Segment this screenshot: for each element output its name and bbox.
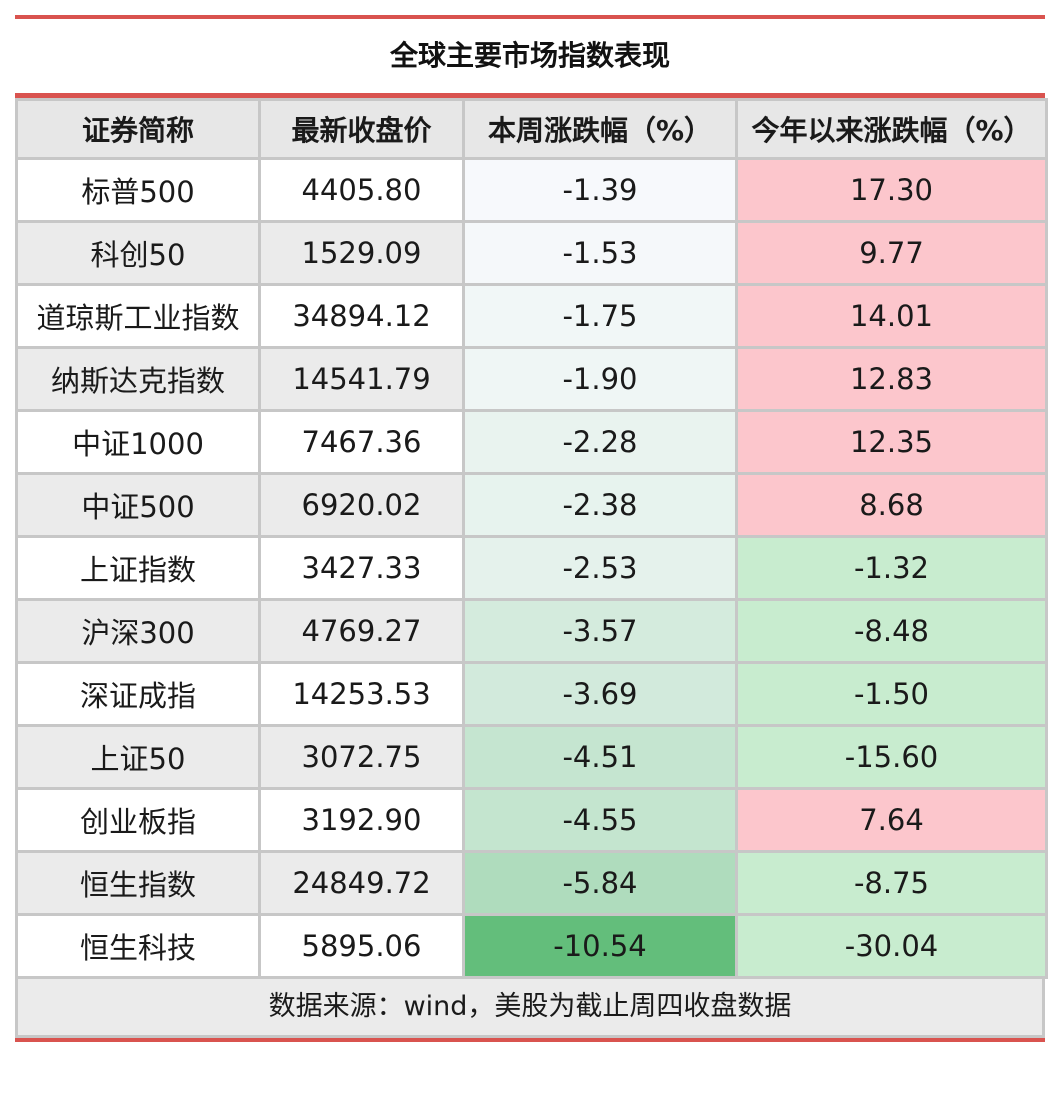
close-price-cell: 34894.12	[258, 283, 465, 349]
ytd-change-cell: 12.35	[735, 409, 1048, 475]
close-price-cell: 14541.79	[258, 346, 465, 412]
ytd-change-cell: 14.01	[735, 283, 1048, 349]
security-name-cell: 纳斯达克指数	[15, 346, 261, 412]
table-row: 中证1000 7467.36 -2.28 12.35	[15, 409, 1048, 475]
security-name-cell: 沪深300	[15, 598, 261, 664]
week-change-cell: -3.57	[462, 598, 738, 664]
source-note: 数据来源：wind，美股为截止周四收盘数据	[15, 979, 1045, 1038]
security-name-cell: 恒生科技	[15, 913, 261, 979]
table-row: 标普500 4405.80 -1.39 17.30	[15, 157, 1048, 223]
security-name-cell: 道琼斯工业指数	[15, 283, 261, 349]
security-name-cell: 中证500	[15, 472, 261, 538]
close-price-cell: 7467.36	[258, 409, 465, 475]
close-price-cell: 4769.27	[258, 598, 465, 664]
week-change-cell: -1.75	[462, 283, 738, 349]
security-name-cell: 创业板指	[15, 787, 261, 853]
close-price-cell: 5895.06	[258, 913, 465, 979]
table-row: 科创50 1529.09 -1.53 9.77	[15, 220, 1048, 286]
week-change-cell: -4.55	[462, 787, 738, 853]
table-row: 深证成指 14253.53 -3.69 -1.50	[15, 661, 1048, 727]
security-name-cell: 恒生指数	[15, 850, 261, 916]
top-accent-rule	[15, 15, 1045, 19]
index-table: 证券简称 最新收盘价 本周涨跌幅（%） 今年以来涨跌幅（%） 标普500 4405…	[15, 98, 1048, 979]
week-change-cell: -1.53	[462, 220, 738, 286]
title-accent-rule	[15, 93, 1045, 98]
security-name-cell: 深证成指	[15, 661, 261, 727]
table-row: 中证500 6920.02 -2.38 8.68	[15, 472, 1048, 538]
table-title: 全球主要市场指数表现	[389, 39, 670, 72]
close-price-cell: 24849.72	[258, 850, 465, 916]
ytd-change-cell: 17.30	[735, 157, 1048, 223]
ytd-change-cell: -1.32	[735, 535, 1048, 601]
ytd-change-cell: -15.60	[735, 724, 1048, 790]
security-name-cell: 标普500	[15, 157, 261, 223]
week-change-cell: -5.84	[462, 850, 738, 916]
close-price-cell: 3427.33	[258, 535, 465, 601]
week-change-cell: -2.38	[462, 472, 738, 538]
close-price-cell: 3072.75	[258, 724, 465, 790]
ytd-change-cell: 9.77	[735, 220, 1048, 286]
table-body: 标普500 4405.80 -1.39 17.30 科创50 1529.09 -1.53 9.…	[15, 157, 1048, 979]
table-row: 上证50 3072.75 -4.51 -15.60	[15, 724, 1048, 790]
table-row: 创业板指 3192.90 -4.55 7.64	[15, 787, 1048, 853]
week-change-cell: -1.90	[462, 346, 738, 412]
security-name-cell: 中证1000	[15, 409, 261, 475]
table-row: 上证指数 3427.33 -2.53 -1.32	[15, 535, 1048, 601]
ytd-change-cell: 12.83	[735, 346, 1048, 412]
close-price-cell: 14253.53	[258, 661, 465, 727]
week-change-cell: -2.28	[462, 409, 738, 475]
week-change-cell: -4.51	[462, 724, 738, 790]
column-header-name: 证券简称	[15, 98, 261, 160]
security-name-cell: 上证指数	[15, 535, 261, 601]
ytd-change-cell: -8.48	[735, 598, 1048, 664]
ytd-change-cell: -1.50	[735, 661, 1048, 727]
table-row: 纳斯达克指数 14541.79 -1.90 12.83	[15, 346, 1048, 412]
ytd-change-cell: 7.64	[735, 787, 1048, 853]
close-price-cell: 1529.09	[258, 220, 465, 286]
week-change-cell: -2.53	[462, 535, 738, 601]
column-header-ytd-change: 今年以来涨跌幅（%）	[735, 98, 1048, 160]
week-change-cell: -1.39	[462, 157, 738, 223]
header-row: 证券简称 最新收盘价 本周涨跌幅（%） 今年以来涨跌幅（%）	[15, 98, 1048, 160]
bottom-accent-rule	[15, 1038, 1045, 1042]
security-name-cell: 上证50	[15, 724, 261, 790]
column-header-close: 最新收盘价	[258, 98, 465, 160]
ytd-change-cell: -30.04	[735, 913, 1048, 979]
column-header-week-change: 本周涨跌幅（%）	[462, 98, 738, 160]
table-row: 恒生指数 24849.72 -5.84 -8.75	[15, 850, 1048, 916]
close-price-cell: 4405.80	[258, 157, 465, 223]
table-row: 道琼斯工业指数 34894.12 -1.75 14.01	[15, 283, 1048, 349]
table-row: 沪深300 4769.27 -3.57 -8.48	[15, 598, 1048, 664]
table-row: 恒生科技 5895.06 -10.54 -30.04	[15, 913, 1048, 979]
week-change-cell: -10.54	[462, 913, 738, 979]
ytd-change-cell: 8.68	[735, 472, 1048, 538]
week-change-cell: -3.69	[462, 661, 738, 727]
close-price-cell: 3192.90	[258, 787, 465, 853]
security-name-cell: 科创50	[15, 220, 261, 286]
close-price-cell: 6920.02	[258, 472, 465, 538]
ytd-change-cell: -8.75	[735, 850, 1048, 916]
index-performance-panel: 全球主要市场指数表现 证券简称 最新收盘价 本周涨跌幅（%） 今年以来涨跌幅（%…	[15, 15, 1048, 1042]
